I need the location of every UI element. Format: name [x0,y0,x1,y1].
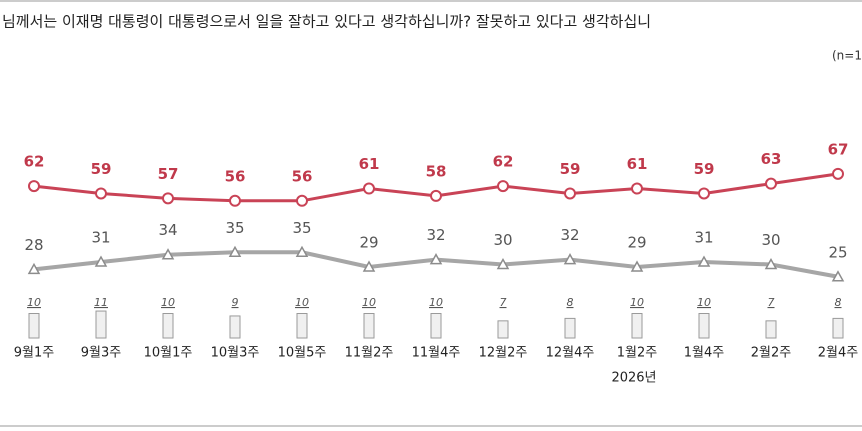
x-tick-label: 12월4주 [546,346,595,361]
data-label: 56 [225,167,246,185]
data-label: 62 [493,153,514,171]
point [497,180,509,193]
point [630,260,644,272]
point [295,245,309,257]
point [228,245,242,257]
x-tick-label: 11월4주 [412,346,461,361]
point [832,167,844,180]
bar [631,313,643,339]
point [564,187,576,200]
x-tick-label: 12월2주 [479,346,528,361]
point [563,253,577,265]
point [698,187,710,200]
bar-label: 10 [362,296,376,309]
bar [564,317,576,339]
sample-note: (n=1 [832,49,862,63]
x-tick-label: 2월2주 [751,346,792,361]
chart-title: 님께서는 이재명 대통령이 대통령으로서 일을 잘하고 있다고 생각하십니까? … [2,13,651,31]
point [229,194,241,207]
data-label: 34 [158,221,177,239]
data-label: 28 [24,236,43,254]
data-label: 61 [627,155,648,173]
point [496,257,510,270]
data-label: 61 [359,155,380,173]
bar-label: 10 [630,296,644,309]
data-label: 67 [828,140,849,158]
x-tick-label: 9월1주 [14,346,55,361]
point [764,257,778,270]
data-label: 58 [426,162,447,180]
data-label: 63 [761,150,782,168]
data-label: 56 [292,167,313,185]
data-label: 57 [158,165,179,183]
bar-label: 9 [232,296,239,309]
point [429,253,443,265]
data-label: 35 [292,219,311,237]
data-label: 25 [828,243,847,261]
x-tick-label: 2월4주 [818,346,859,361]
x-tick-label: 10월1주 [144,346,193,361]
bar [430,313,442,339]
bar-label: 7 [500,296,507,309]
bar-label: 10 [295,296,309,309]
year-label: 2026년 [611,371,656,386]
data-label: 59 [91,160,112,178]
bar [698,313,710,339]
point [363,182,375,195]
x-tick-label: 10월3주 [211,346,260,361]
bar [28,313,40,339]
point [362,260,376,272]
bar-label: 8 [835,296,842,309]
data-label: 35 [225,219,244,237]
bar [95,310,107,339]
bar [363,313,375,339]
data-label: 31 [694,229,713,247]
point [27,262,41,275]
point [697,255,711,267]
bar [162,313,174,339]
bar-label: 7 [768,296,775,309]
bar [765,320,777,339]
bar [832,317,844,339]
x-tick-label: 10월5주 [278,346,327,361]
data-label: 31 [91,229,110,247]
point [162,192,174,205]
point [631,182,643,195]
data-label: 30 [493,231,512,249]
data-label: 30 [761,231,780,249]
x-tick-label: 1월4주 [684,346,725,361]
bar-label: 10 [27,296,41,309]
data-label: 29 [627,233,646,251]
data-label: 29 [359,233,378,251]
data-label: 32 [560,226,579,244]
data-label: 62 [24,153,45,171]
bar-label: 10 [697,296,711,309]
point [831,270,845,282]
data-label: 32 [426,226,445,244]
point [161,248,175,260]
point [28,180,40,193]
point [430,189,442,202]
point [94,255,108,267]
point [765,177,777,190]
bar-label: 8 [567,296,574,309]
x-tick-label: 1월2주 [617,346,658,361]
bar [229,315,241,339]
x-tick-label: 9월3주 [81,346,122,361]
point [95,187,107,200]
bar [296,313,308,339]
point [296,194,308,207]
bar-label: 10 [161,296,175,309]
bar [497,320,509,339]
bar-label: 10 [429,296,443,309]
bar-label: 11 [94,296,108,309]
data-label: 59 [560,160,581,178]
data-label: 59 [694,160,715,178]
x-tick-label: 11월2주 [345,346,394,361]
